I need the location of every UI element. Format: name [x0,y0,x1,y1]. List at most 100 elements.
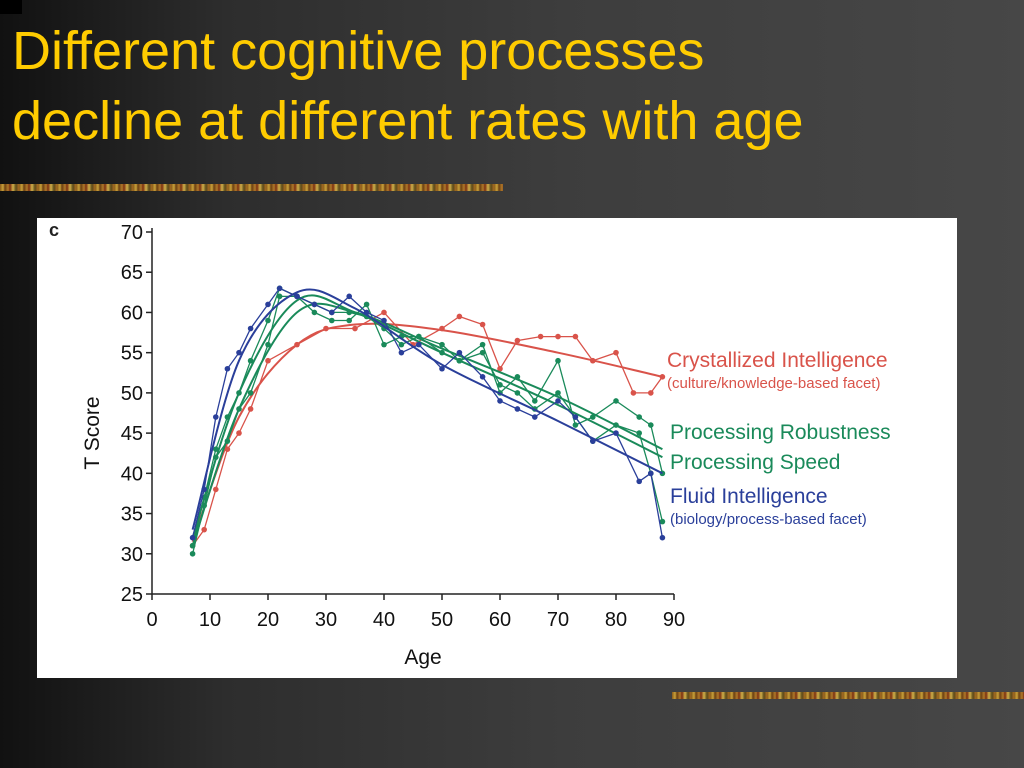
data-point-crystallized-intelligence [590,357,596,364]
data-point-fluid-intelligence [572,414,579,420]
legend-processing-speed: Processing Speed [670,450,840,476]
data-point-fluid-intelligence [247,325,254,332]
data-point-fluid-intelligence [439,365,445,372]
y-tick-label: 25 [121,584,143,606]
data-point-processing-robustness [381,341,387,348]
slide-title-line-2: decline at different rates with age [12,91,804,151]
y-tick-label: 40 [121,463,143,485]
y-tick-label: 35 [121,504,143,526]
x-tick-label: 40 [373,609,395,631]
legend-crystallized-intelligence: Crystallized Intelligence (culture/knowl… [667,348,888,394]
data-point-processing-robustness [514,374,521,380]
data-point-crystallized-intelligence [265,357,271,364]
data-point-crystallized-intelligence [630,390,637,396]
data-point-fluid-intelligence [363,309,370,316]
line-chart: 25 30 35 40 45 50 55 60 65 70 0 10 20 30 40 50 60 70 80 90 A… [81,222,685,669]
data-point-fluid-intelligence [276,285,283,292]
data-point-processing-robustness [479,341,486,348]
chart-panel: 25 30 35 40 45 50 55 60 65 70 0 10 20 30 40 50 60 70 80 90 A… [37,218,957,678]
data-point-processing-robustness [439,341,445,348]
data-point-processing-robustness [236,406,242,412]
data-point-processing-robustness [276,293,283,300]
x-tick-label: 70 [547,609,569,631]
data-point-processing-speed [213,446,219,452]
y-tick-label: 30 [121,544,143,566]
data-point-crystallized-intelligence [323,325,329,332]
trend-curve-fluid-intelligence [191,288,663,530]
data-point-crystallized-intelligence [456,313,463,320]
data-point-fluid-intelligence [236,349,242,356]
decorative-rule-bottom [672,692,1024,699]
data-point-fluid-intelligence [398,349,405,356]
data-point-fluid-intelligence [346,293,353,300]
data-point-fluid-intelligence [416,341,422,348]
data-point-processing-robustness [346,317,353,324]
data-point-crystallized-intelligence [352,325,358,332]
data-point-fluid-intelligence [590,438,596,444]
x-tick-label: 50 [431,609,453,631]
data-point-processing-speed [613,422,619,428]
data-point-processing-speed [479,349,486,356]
data-point-processing-robustness [572,422,579,428]
legend-processing-robustness: Processing Robustness [670,420,891,446]
data-point-crystallized-intelligence [201,526,207,533]
data-point-processing-speed [659,518,666,525]
data-point-fluid-intelligence [201,486,207,493]
x-tick-label: 0 [146,609,157,631]
data-point-processing-speed [189,542,196,549]
data-point-fluid-intelligence [555,398,561,404]
slide-title: Different cognitive processes decline at… [12,16,1012,156]
x-tick-label: 10 [199,609,221,631]
data-point-fluid-intelligence [213,414,219,420]
data-point-fluid-intelligence [329,309,335,316]
x-tick-label: 80 [605,609,627,631]
data-point-crystallized-intelligence [381,309,387,316]
x-axis-title: Age [404,646,441,669]
data-point-fluid-intelligence [514,406,521,412]
slide-title-line-1: Different cognitive processes [12,21,705,81]
y-axis-title: T Score [81,396,104,469]
legend-label: Processing Robustness [670,421,891,444]
data-point-processing-robustness [555,357,561,364]
data-point-fluid-intelligence [532,414,538,420]
legend-sublabel: (biology/process-based facet) [670,511,867,528]
data-point-processing-speed [236,390,242,396]
data-point-crystallized-intelligence [659,374,666,380]
data-point-processing-speed [497,382,503,388]
data-point-processing-speed [555,390,561,396]
data-point-processing-speed [514,390,521,396]
data-point-crystallized-intelligence [224,446,231,452]
data-point-processing-speed [439,349,445,356]
data-point-processing-robustness [265,341,271,348]
data-point-crystallized-intelligence [537,333,544,340]
data-point-fluid-intelligence [265,301,271,308]
legend-label: Fluid Intelligence [670,485,828,508]
data-point-processing-speed [456,357,463,364]
y-tick-label: 65 [121,262,143,284]
data-point-fluid-intelligence [636,478,642,485]
data-point-crystallized-intelligence [572,333,579,340]
data-point-processing-robustness [613,398,619,404]
x-tick-label: 30 [315,609,337,631]
legend-label: Processing Speed [670,451,841,474]
data-point-processing-robustness [224,438,231,444]
data-point-fluid-intelligence [456,349,463,356]
data-point-processing-robustness [247,390,254,396]
y-tick-label: 45 [121,423,143,445]
x-tick-label: 90 [663,609,685,631]
data-point-processing-speed [346,309,353,316]
y-tick-label: 55 [121,343,143,365]
data-point-crystallized-intelligence [247,406,254,412]
y-tick-label: 60 [121,302,143,324]
data-point-fluid-intelligence [497,398,503,404]
y-tick-label: 50 [121,383,143,405]
data-point-crystallized-intelligence [213,486,219,493]
data-point-crystallized-intelligence [479,321,486,328]
y-tick-label: 70 [121,222,143,244]
data-point-processing-robustness [648,422,654,428]
panel-label: c [49,220,60,240]
x-tick-label: 60 [489,609,511,631]
data-point-fluid-intelligence [224,365,231,372]
data-point-crystallized-intelligence [439,325,445,332]
data-point-fluid-intelligence [189,534,196,541]
